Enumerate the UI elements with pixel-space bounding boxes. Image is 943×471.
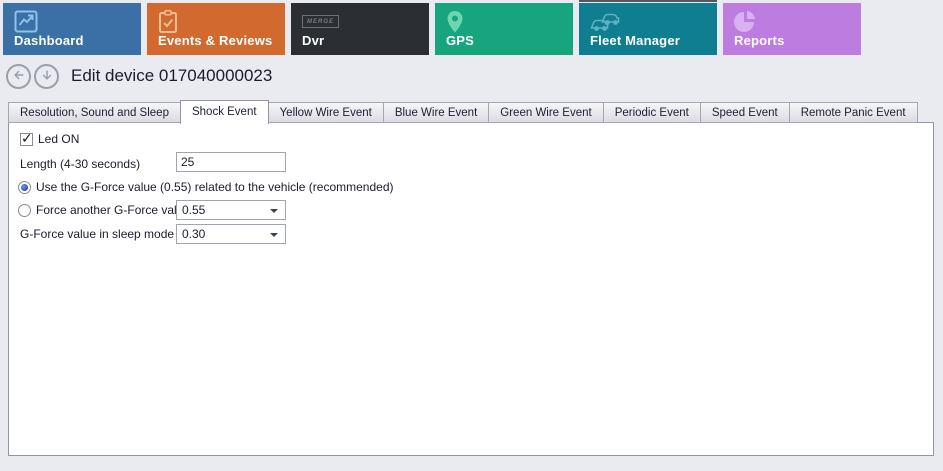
gforce-sleep-dropdown[interactable]: 0.30 [176, 224, 286, 244]
radio-circle[interactable] [18, 180, 31, 194]
gforce-custom-dropdown[interactable]: 0.55 [176, 200, 286, 220]
tab-periodic-event[interactable]: Periodic Event [602, 102, 701, 123]
nav-tile-fleet-manager[interactable]: Fleet Manager [579, 0, 717, 55]
radio-circle[interactable] [18, 203, 31, 217]
pie-chart-icon [734, 10, 758, 34]
back-arrow-icon [11, 67, 27, 86]
nav-tile-gps[interactable]: GPS [435, 3, 573, 55]
tab-shock-event[interactable]: Shock Event [179, 100, 269, 124]
nav-tile-reports[interactable]: Reports [723, 3, 861, 55]
nav-tile-dashboard[interactable]: Dashboard [3, 3, 141, 55]
tab-yellow-wire-event[interactable]: Yellow Wire Event [267, 102, 384, 123]
nav-tile-label: Fleet Manager [590, 33, 681, 48]
down-arrow-icon [39, 67, 55, 86]
nav-tile-label: Reports [734, 33, 785, 48]
length-label: Length (4-30 seconds) [20, 157, 141, 171]
back-button[interactable] [6, 63, 31, 89]
led-on-checkbox[interactable]: Led ON [20, 130, 80, 147]
cars-icon [590, 10, 624, 34]
page-title: Edit device 017040000023 [71, 66, 273, 85]
chevron-down-icon [270, 209, 278, 213]
top-navigation: Dashboard Events & Reviews MERGE Dvr GPS [3, 0, 861, 55]
shock-event-panel: Led ON Length (4-30 seconds) Use the G-F… [8, 122, 934, 456]
gforce-vehicle-radio[interactable]: Use the G-Force value (0.55) related to … [18, 180, 394, 194]
clipboard-check-icon [158, 10, 178, 34]
tab-green-wire-event[interactable]: Green Wire Event [488, 102, 604, 123]
line-chart-icon [14, 10, 38, 34]
map-pin-icon [446, 10, 464, 34]
nav-tile-dvr[interactable]: MERGE Dvr [291, 3, 429, 55]
nav-tile-label: GPS [446, 33, 475, 48]
gforce-custom-radio[interactable]: Force another G-Force value [18, 203, 190, 217]
chevron-down-icon [270, 233, 278, 237]
tab-remote-panic-event[interactable]: Remote Panic Event [788, 102, 918, 123]
nav-tile-events-reviews[interactable]: Events & Reviews [147, 3, 285, 55]
dropdown-value: 0.55 [182, 203, 206, 217]
checkbox-box[interactable] [20, 130, 33, 147]
page-header: Edit device 017040000023 [6, 58, 272, 94]
nav-tile-label: Dashboard [14, 33, 84, 48]
device-settings-tabs: Resolution, Sound and Sleep Shock Event … [8, 99, 934, 124]
nav-tile-label: Dvr [302, 33, 325, 48]
gforce-sleep-label: G-Force value in sleep mode [20, 227, 175, 241]
tab-blue-wire-event[interactable]: Blue Wire Event [382, 102, 490, 123]
dropdown-value: 0.30 [182, 227, 206, 241]
tab-speed-event[interactable]: Speed Event [699, 102, 790, 123]
selected-indicator [579, 0, 717, 2]
led-on-label: Led ON [38, 132, 80, 146]
length-input[interactable] [176, 152, 286, 172]
expand-down-button[interactable] [34, 63, 59, 89]
gforce-vehicle-label: Use the G-Force value (0.55) related to … [36, 180, 394, 194]
gforce-custom-label: Force another G-Force value [36, 203, 191, 217]
tab-resolution-sound-sleep[interactable]: Resolution, Sound and Sleep [8, 102, 181, 123]
nav-tile-label: Events & Reviews [158, 33, 273, 48]
merge-logo-icon: MERGE [302, 10, 340, 34]
